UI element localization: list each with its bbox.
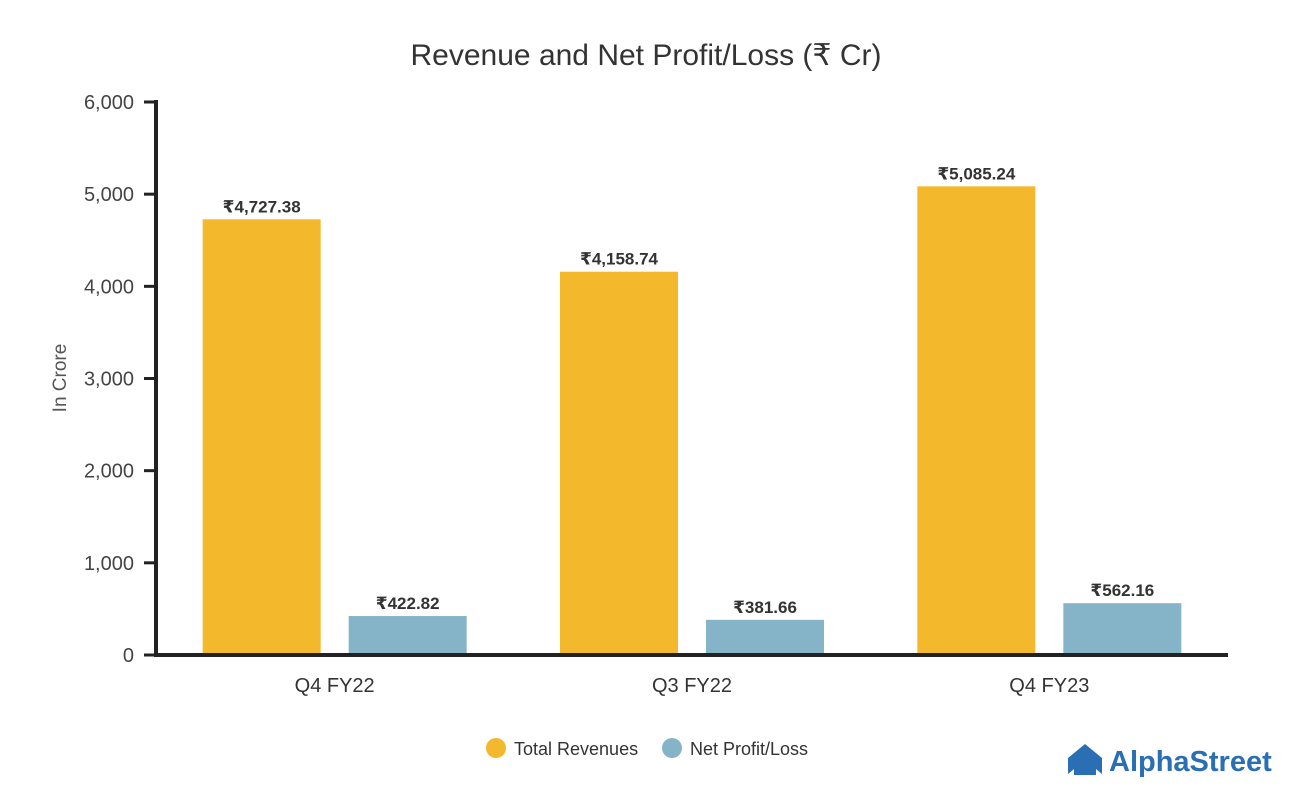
x-category-label: Q4 FY22 xyxy=(295,675,375,697)
bar-total-revenues xyxy=(560,271,678,655)
y-tick-label: 6,000 xyxy=(84,92,134,114)
bar-data-label: ₹422.82 xyxy=(376,594,440,613)
y-tick-label: 4,000 xyxy=(84,276,134,298)
x-category-label: Q3 FY22 xyxy=(652,675,732,697)
chart-title: Revenue and Net Profit/Loss (₹ Cr) xyxy=(411,39,882,72)
y-axis-title: In Crore xyxy=(50,344,71,413)
brand-logo: AlphaStreet xyxy=(1068,744,1272,778)
brand-name: AlphaStreet xyxy=(1109,746,1272,778)
bar-net-profit-loss xyxy=(706,619,824,655)
alphastreet-logo-icon xyxy=(1068,744,1102,775)
legend-label: Total Revenues xyxy=(514,739,638,759)
bar-net-profit-loss xyxy=(348,616,467,655)
y-tick-label: 0 xyxy=(123,645,134,667)
bar-data-label: ₹5,085.24 xyxy=(937,164,1016,183)
y-tick-label: 5,000 xyxy=(84,184,134,206)
bar-total-revenues xyxy=(917,186,1036,656)
x-axis-labels: Q4 FY22 Q3 FY22 Q4 FY23 xyxy=(295,675,1090,697)
bar-data-label: ₹562.16 xyxy=(1090,581,1154,600)
bar-data-labels: ₹4,727.38 ₹422.82 ₹4,158.74 ₹381.66 ₹5,085.2… xyxy=(223,164,1155,617)
bars xyxy=(202,186,1182,656)
y-tick-label: 3,000 xyxy=(84,369,134,391)
y-tick-label: 2,000 xyxy=(84,461,134,483)
legend-swatch xyxy=(662,738,682,758)
x-category-label: Q4 FY23 xyxy=(1009,675,1089,697)
y-tick-label: 1,000 xyxy=(84,553,134,575)
legend-swatch xyxy=(486,738,506,758)
y-axis-ticks: 0 1,000 2,000 3,000 4,000 5,000 6,000 xyxy=(84,92,156,667)
legend: Total Revenues Net Profit/Loss xyxy=(486,738,808,759)
bar-net-profit-loss xyxy=(1063,603,1182,655)
legend-label: Net Profit/Loss xyxy=(690,739,808,759)
bar-data-label: ₹4,158.74 xyxy=(580,250,659,269)
bar-total-revenues xyxy=(202,219,321,655)
bar-data-label: ₹4,727.38 xyxy=(223,197,301,216)
bar-data-label: ₹381.66 xyxy=(733,598,797,617)
